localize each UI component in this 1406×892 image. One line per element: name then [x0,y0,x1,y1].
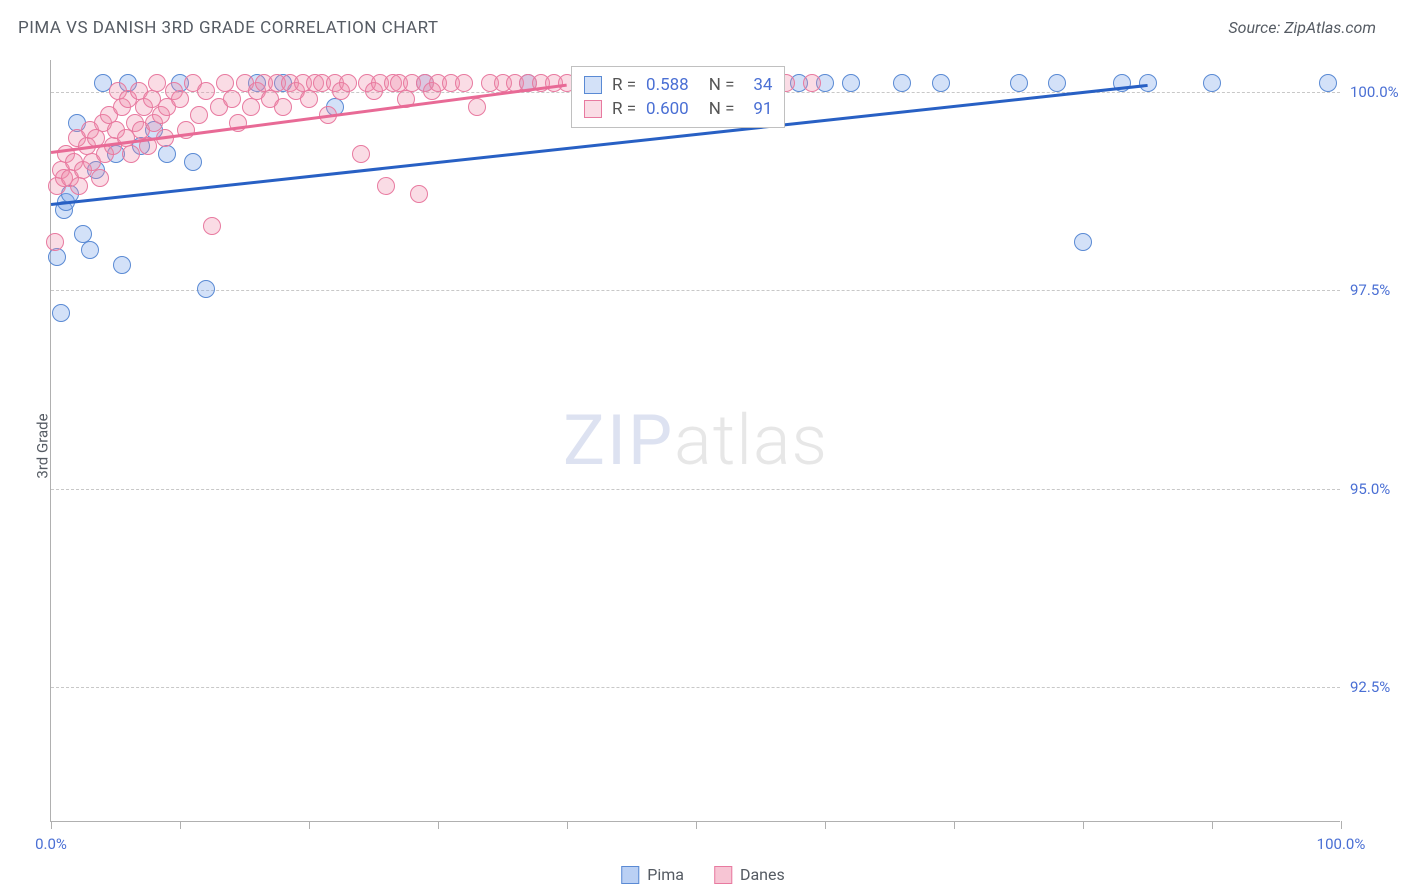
plot-area: ZIPatlas 92.5%95.0%97.5%100.0%0.0%100.0%… [50,60,1340,822]
scatter-point [122,145,140,163]
x-tick [1083,821,1084,829]
x-tick [309,821,310,829]
scatter-point [1319,74,1337,92]
x-tick [180,821,181,829]
scatter-point [803,74,821,92]
gridline [51,687,1340,688]
stats-r-value: 0.600 [646,99,689,119]
x-tick [1341,821,1342,829]
scatter-point [455,74,473,92]
chart-title: PIMA VS DANISH 3RD GRADE CORRELATION CHA… [18,18,439,38]
legend-item: Pima [621,865,684,884]
stats-row: R = 0.600 N = 91 [584,97,772,121]
source-label: Source: ZipAtlas.com [1228,18,1376,37]
scatter-point [339,74,357,92]
scatter-point [197,280,215,298]
legend-label: Pima [647,865,684,884]
x-tick [1212,821,1213,829]
scatter-point [1048,74,1066,92]
gridline [51,290,1340,291]
stats-row: R = 0.588 N = 34 [584,73,772,97]
stats-n-label: N = [709,99,735,119]
scatter-point [177,121,195,139]
scatter-point [274,98,292,116]
stats-r-label: R = [612,75,636,95]
y-tick-label: 97.5% [1350,281,1406,299]
scatter-point [190,106,208,124]
x-tick [825,821,826,829]
x-tick [51,821,52,829]
scatter-point [242,98,260,116]
watermark: ZIPatlas [563,400,828,482]
watermark-atlas: atlas [674,400,828,482]
y-tick-label: 100.0% [1350,83,1406,101]
y-tick-label: 92.5% [1350,678,1406,696]
legend-swatch [584,100,602,118]
scatter-point [410,185,428,203]
legend-swatch [714,866,732,884]
bottom-legend: Pima Danes [621,865,785,884]
scatter-point [158,145,176,163]
scatter-point [352,145,370,163]
legend-swatch [584,76,602,94]
stats-box: R = 0.588 N = 34 R = 0.600 N = 91 [571,66,785,128]
stats-r-value: 0.588 [646,75,689,95]
legend-swatch [621,866,639,884]
scatter-point [113,256,131,274]
scatter-point [377,177,395,195]
scatter-point [1074,233,1092,251]
scatter-point [184,153,202,171]
x-tick [438,821,439,829]
stats-n-label: N = [709,75,735,95]
scatter-point [81,241,99,259]
scatter-point [893,74,911,92]
scatter-point [1139,74,1157,92]
y-axis-label: 3rd Grade [34,413,52,478]
scatter-point [91,169,109,187]
scatter-point [1203,74,1221,92]
y-tick-label: 95.0% [1350,480,1406,498]
scatter-point [223,90,241,108]
stats-r-label: R = [612,99,636,119]
gridline [51,489,1340,490]
watermark-zip: ZIP [563,400,674,482]
stats-n-value: 91 [744,99,772,119]
scatter-point [52,304,70,322]
chart-container: PIMA VS DANISH 3RD GRADE CORRELATION CHA… [0,0,1406,892]
scatter-point [842,74,860,92]
x-tick-label: 0.0% [35,835,67,853]
x-tick [954,821,955,829]
scatter-point [46,233,64,251]
x-tick [696,821,697,829]
scatter-point [70,177,88,195]
scatter-point [1010,74,1028,92]
scatter-point [300,90,318,108]
scatter-point [171,90,189,108]
stats-n-value: 34 [744,75,772,95]
scatter-point [197,82,215,100]
scatter-point [932,74,950,92]
x-tick [567,821,568,829]
scatter-point [48,248,66,266]
scatter-point [148,74,166,92]
scatter-point [203,217,221,235]
legend-item: Danes [714,865,785,884]
x-tick-label: 100.0% [1317,835,1366,853]
legend-label: Danes [740,865,785,884]
scatter-point [468,98,486,116]
